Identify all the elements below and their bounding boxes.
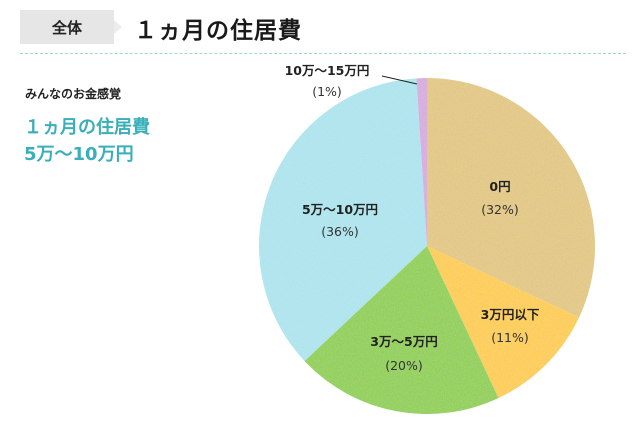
svg-text:0円: 0円	[489, 179, 510, 194]
pie-slice	[427, 246, 580, 399]
slice-label-0yen: 0円 (32%)	[481, 179, 519, 217]
slice-label-5to10man: 5万〜10万円 (36%)	[302, 202, 378, 239]
svg-text:3万円以下: 3万円以下	[481, 307, 540, 322]
leader-line	[381, 75, 418, 85]
tab-arrow-icon	[114, 20, 122, 34]
slice-label-under3man: 3万円以下 (11%)	[481, 307, 540, 345]
svg-text:(11%): (11%)	[491, 330, 529, 345]
pie-slice	[304, 246, 499, 414]
pie-slice	[427, 78, 595, 318]
highlight-answer: 5万〜10万円	[24, 144, 134, 165]
header-divider	[20, 53, 626, 54]
slice-label-10to15man: 10万〜15万円 (1%)	[285, 63, 370, 99]
svg-text:3万〜5万円: 3万〜5万円	[370, 334, 437, 349]
pie-slice	[416, 78, 427, 246]
category-tab[interactable]: 全体	[20, 10, 114, 44]
slice-label-3to5man: 3万〜5万円 (20%)	[370, 334, 437, 373]
svg-text:(36%): (36%)	[321, 224, 359, 239]
page-title: １ヵ月の住居費	[134, 18, 302, 44]
pie-slices	[258, 78, 595, 414]
highlight-topic: １ヵ月の住居費	[24, 117, 150, 138]
svg-text:(32%): (32%)	[481, 202, 519, 217]
pie-slice	[258, 78, 427, 361]
svg-text:(1%): (1%)	[312, 84, 342, 99]
category-tab-label: 全体	[51, 18, 82, 37]
summary-caption: みんなのお金感覚	[25, 87, 122, 101]
svg-text:10万〜15万円: 10万〜15万円	[285, 63, 370, 78]
summary-highlight: １ヵ月の住居費 5万〜10万円	[24, 114, 150, 168]
svg-text:(20%): (20%)	[385, 358, 423, 373]
svg-text:5万〜10万円: 5万〜10万円	[302, 202, 378, 217]
